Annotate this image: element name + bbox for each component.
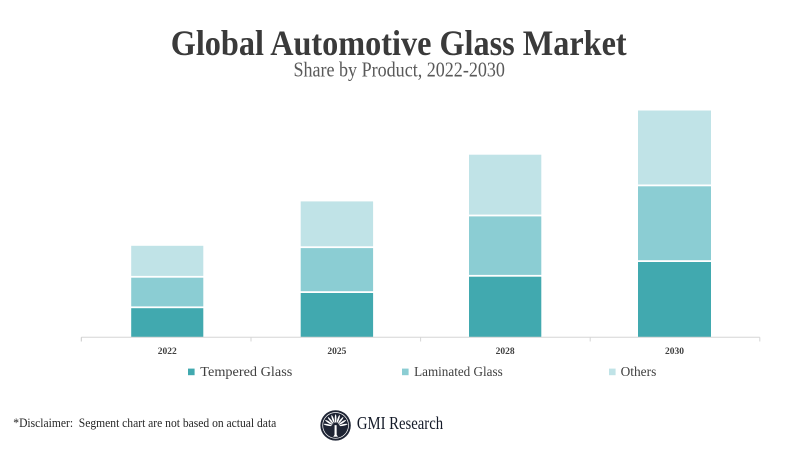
svg-text:Share by Product, 2022-2030: Share by Product, 2022-2030 bbox=[293, 58, 505, 82]
svg-text:Global Automotive Glass Market: Global Automotive Glass Market bbox=[171, 23, 627, 63]
svg-text:Tempered Glass: Tempered Glass bbox=[200, 364, 292, 379]
svg-text:GMI Research: GMI Research bbox=[357, 413, 443, 433]
svg-text:2022: 2022 bbox=[158, 347, 177, 357]
svg-text:2025: 2025 bbox=[327, 347, 346, 357]
svg-text:Others: Others bbox=[621, 364, 657, 379]
svg-text:2028: 2028 bbox=[496, 347, 515, 357]
svg-text:Laminated Glass: Laminated Glass bbox=[414, 364, 503, 379]
svg-text:*Disclaimer: Segment chart ar: *Disclaimer: Segment chart are not based… bbox=[13, 416, 277, 430]
svg-text:2030: 2030 bbox=[665, 347, 684, 357]
